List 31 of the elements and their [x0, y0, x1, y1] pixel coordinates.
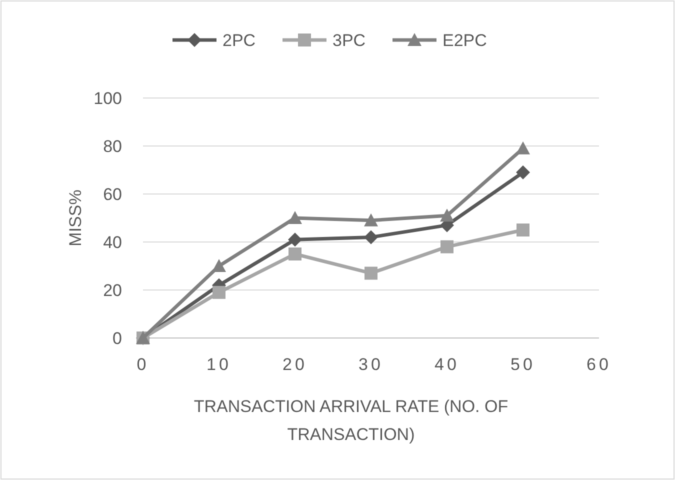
y-tick-label: 60	[103, 184, 122, 204]
point	[212, 259, 226, 272]
y-tick-label: 40	[103, 232, 122, 252]
point	[516, 165, 530, 180]
point	[364, 213, 378, 226]
x-tick-label: 0	[136, 355, 150, 374]
x-tick-label: 10	[206, 355, 232, 374]
legend-label: 3PC	[332, 30, 366, 50]
point	[516, 141, 530, 154]
point	[516, 224, 530, 236]
y-tick-label: 0	[112, 328, 122, 348]
point	[212, 286, 226, 299]
point	[440, 208, 454, 222]
point	[288, 232, 302, 247]
x-tick-label: 20	[282, 355, 308, 374]
point	[364, 230, 378, 244]
point	[364, 266, 378, 280]
x-tick-label: 50	[510, 355, 536, 374]
point	[288, 248, 302, 260]
x-tick-label: 40	[434, 355, 460, 374]
y-tick-label: 100	[94, 88, 122, 108]
x-tick-label: 60	[586, 355, 612, 374]
point	[440, 240, 454, 254]
point	[288, 211, 302, 224]
legend-label: 2PC	[222, 30, 256, 50]
x-tick-label: 30	[358, 355, 384, 374]
x-axis-title: TRANSACTION ARRIVAL RATE (NO. OF TRANSACTION)	[194, 397, 508, 444]
y-tick-label: 80	[103, 136, 122, 156]
y-tick-label: 20	[103, 280, 122, 300]
y-axis-title: MISS%	[66, 190, 85, 246]
legend-label: E2PC	[442, 30, 487, 50]
